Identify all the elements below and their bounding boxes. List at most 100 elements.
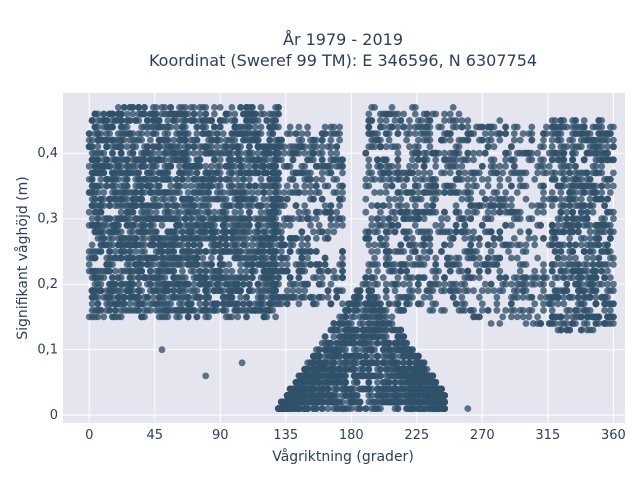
data-point	[385, 267, 393, 275]
data-point	[417, 241, 425, 249]
data-point	[522, 169, 530, 177]
data-point	[248, 267, 256, 275]
data-point	[129, 221, 137, 229]
data-point	[199, 123, 207, 131]
data-point	[304, 156, 311, 164]
data-point	[254, 307, 262, 314]
data-point	[184, 293, 192, 301]
data-point	[100, 136, 108, 144]
data-point	[263, 267, 271, 275]
data-point	[577, 241, 585, 249]
data-point	[88, 254, 96, 262]
data-point	[441, 110, 448, 118]
data-point	[114, 130, 122, 138]
data-point	[382, 156, 390, 164]
data-point	[246, 156, 253, 164]
data-point	[231, 208, 239, 216]
data-point	[307, 215, 314, 223]
data-point	[510, 235, 518, 242]
data-point	[173, 221, 181, 229]
data-point	[228, 156, 236, 164]
data-point	[388, 123, 396, 131]
data-point	[417, 117, 425, 124]
data-point	[91, 248, 99, 255]
data-point	[202, 149, 210, 157]
data-point	[557, 287, 565, 295]
data-point	[263, 313, 271, 321]
data-point	[318, 149, 326, 157]
data-point	[318, 136, 326, 144]
data-point	[257, 300, 265, 308]
data-point	[400, 169, 408, 177]
data-point	[94, 274, 102, 281]
data-point	[598, 280, 606, 288]
data-point	[580, 221, 588, 229]
data-point	[414, 189, 422, 196]
data-point	[592, 189, 600, 196]
data-point	[184, 208, 192, 216]
data-point	[152, 300, 160, 308]
data-point	[211, 110, 218, 118]
data-point	[147, 221, 154, 229]
data-point	[112, 287, 119, 295]
data-point	[572, 254, 579, 262]
data-point	[85, 261, 93, 268]
data-point	[464, 156, 472, 164]
data-point	[487, 195, 495, 203]
data-point	[545, 149, 553, 157]
data-point	[97, 130, 105, 138]
data-point	[152, 228, 160, 236]
data-point	[409, 169, 416, 177]
data-point	[155, 117, 163, 124]
data-point	[132, 267, 140, 275]
data-point	[604, 221, 611, 229]
data-point	[362, 235, 370, 242]
data-point	[595, 123, 603, 131]
data-point	[315, 162, 323, 170]
data-point	[548, 143, 556, 151]
data-point	[531, 300, 539, 308]
data-point	[487, 162, 495, 170]
data-point	[164, 176, 172, 183]
data-point	[592, 235, 600, 242]
data-point	[487, 202, 495, 210]
data-point	[502, 156, 509, 164]
data-point	[409, 189, 416, 196]
data-point	[213, 143, 221, 151]
data-point	[583, 169, 591, 177]
data-point	[330, 267, 338, 275]
data-point	[237, 267, 245, 275]
data-point	[248, 195, 256, 203]
data-point	[391, 169, 399, 177]
data-point	[243, 117, 250, 124]
data-point	[502, 202, 509, 210]
data-point	[167, 104, 175, 111]
data-point	[324, 228, 332, 236]
data-point	[484, 287, 492, 295]
data-point	[307, 248, 314, 255]
data-point	[219, 287, 227, 295]
data-point	[566, 195, 574, 203]
data-point	[237, 208, 245, 216]
data-point	[129, 208, 137, 216]
data-point	[476, 274, 483, 281]
data-point	[149, 241, 157, 249]
data-point	[304, 169, 311, 177]
data-point	[548, 320, 556, 327]
data-point	[502, 162, 509, 170]
data-point	[103, 176, 111, 183]
data-point	[280, 293, 288, 301]
data-point	[211, 248, 218, 255]
data-point	[91, 280, 99, 288]
data-point	[315, 267, 323, 275]
data-point	[272, 208, 279, 216]
data-point	[141, 248, 148, 255]
data-point	[429, 176, 437, 183]
data-point	[516, 267, 524, 275]
data-point	[246, 143, 253, 151]
data-point	[213, 130, 221, 138]
data-point	[240, 241, 247, 249]
data-point	[158, 195, 166, 203]
data-point	[411, 130, 419, 138]
data-point	[604, 130, 611, 138]
